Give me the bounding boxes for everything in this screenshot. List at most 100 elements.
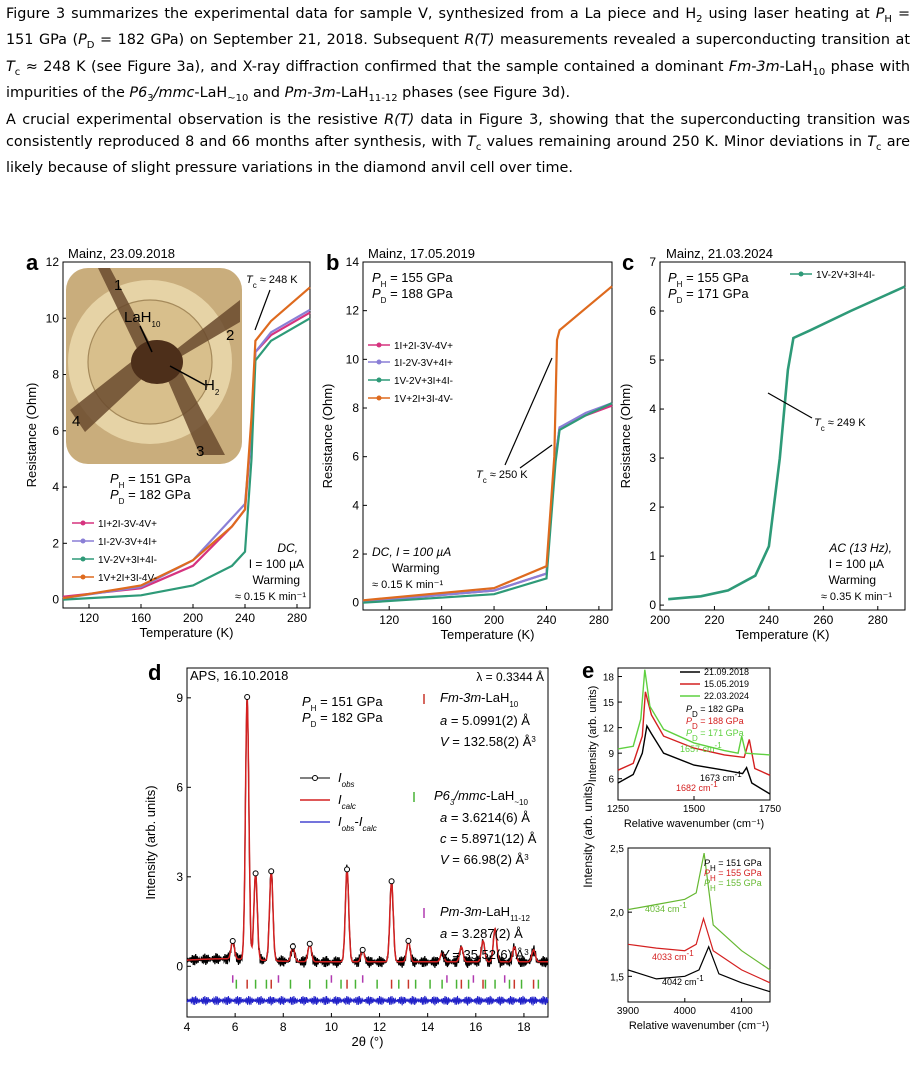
y-tick-label: 3 (649, 451, 656, 465)
obs-marker (252, 870, 259, 877)
arrow-lah10 (139, 325, 153, 353)
y-axis-label: Resistance (Ohm) (320, 384, 335, 489)
legend-label-diff: Iobs-Icalc (338, 814, 377, 833)
y-tick-label: 2 (52, 536, 59, 550)
annotation-e2-peak1: 4034 cm-1 (645, 901, 687, 915)
legend-marker (80, 538, 86, 544)
annotation-warming-b: Warming (392, 561, 440, 575)
x-tick-label: 240 (759, 613, 779, 627)
legend-marker (798, 271, 804, 277)
photo-label-2: 2 (226, 327, 234, 344)
annotation-rate-b: ≈ 0.15 K min⁻¹ (372, 579, 443, 591)
y-tick-label: 0 (176, 959, 183, 973)
y-tick-label: 3 (176, 870, 183, 884)
annotation-ph-e3: PH = 155 GPa (704, 878, 762, 893)
legend-label: 1V+2I+3I-4V- (394, 394, 453, 405)
annotation-current-c: I = 100 µA (829, 557, 884, 571)
annotation-ph-d: PH = 151 GPa (302, 694, 383, 713)
y-tick-label: 6 (352, 450, 359, 464)
photo-label-h2: H2 (204, 377, 220, 397)
photo-label-1: 1 (114, 277, 122, 294)
phase-3-v: V = 35.52(6) Å3 (440, 947, 529, 962)
y-tick-label: 6 (52, 424, 59, 438)
arrow-h2 (169, 365, 206, 386)
y-tick-label: 14 (346, 255, 360, 269)
panel-title-b: Mainz, 17.05.2019 (368, 246, 475, 261)
x-tick-label: 14 (421, 1020, 435, 1034)
panel-title-c: Mainz, 21.03.2024 (666, 246, 773, 261)
plot-frame-e2 (627, 847, 771, 1003)
legend-label-calc: Icalc (338, 792, 356, 811)
annotation-pd-e1: PD = 182 GPa (686, 704, 744, 719)
annotation-ph-a: PH = 151 GPa (110, 471, 191, 490)
annotation-wavelength: λ = 0.3344 Å (476, 669, 544, 684)
plot-frame-a (62, 261, 311, 609)
x-tick-label: 1500 (683, 804, 706, 815)
annotation-tc-b: Tc ≈ 250 K (476, 469, 528, 485)
y-tick-label: 9 (176, 691, 183, 705)
annotation-mode-c: AC (13 Hz), (828, 541, 892, 555)
annotation-ph-e2: PH = 155 GPa (704, 868, 762, 883)
series-21.09.2018 (617, 723, 771, 795)
panel-title-d: APS, 16.10.2018 (190, 668, 288, 683)
phase-1-v: V = 132.58(2) Å3 (440, 734, 536, 749)
legend-label-obs: Iobs (338, 770, 355, 789)
legend-label: 1I-2V-3V+4I+ (98, 537, 157, 548)
legend-label-e: 22.03.2024 (704, 691, 749, 701)
x-tick-label: 240 (235, 611, 255, 625)
y-tick-label: 5 (649, 353, 656, 367)
y-tick-label: 10 (346, 352, 360, 366)
series-15.05.2019 (617, 691, 771, 776)
photo-label-lah10: LaH10 (124, 309, 161, 329)
photo-electrode-2 (160, 300, 240, 455)
arrow-tc-c (767, 392, 813, 419)
series-22.03.2024 (617, 669, 771, 756)
x-axis-label: Relative wavenumber (cm⁻¹) (629, 1020, 769, 1032)
legend-label: 1V-2V+3I+4I- (394, 376, 453, 387)
x-tick-label: 4000 (674, 1006, 697, 1017)
legend-marker (80, 574, 86, 580)
x-tick-label: 280 (287, 611, 307, 625)
x-tick-label: 3900 (617, 1006, 640, 1017)
annotation-current-a: I = 100 µA (249, 557, 304, 571)
legend-label-e: 15.05.2019 (704, 679, 749, 689)
x-tick-label: 4100 (730, 1006, 753, 1017)
series-1V-2V+3I+4I- (668, 285, 906, 601)
annotation-pd-d: PD = 182 GPa (302, 710, 383, 729)
x-tick-label: 280 (868, 613, 888, 627)
x-tick-label: 200 (183, 611, 203, 625)
obs-marker (388, 878, 395, 885)
obs-marker (306, 940, 313, 947)
y-tick-label: 9 (608, 749, 614, 760)
phase-1-a: a = 5.0991(2) Å (440, 713, 530, 728)
annotation-e2-peak2: 4033 cm-1 (652, 949, 694, 963)
series-1V+2I+3I-4V- (362, 285, 613, 602)
obs-marker (359, 946, 366, 953)
y-tick-label: 4 (52, 480, 59, 494)
y-tick-label: 15 (603, 698, 615, 709)
plot-frame-b (362, 261, 613, 611)
y-tick-label: 0 (649, 598, 656, 612)
series-P_H = 155 GPa (627, 916, 771, 984)
y-tick-label: 2,5 (610, 844, 624, 855)
series-difference (186, 995, 549, 1006)
y-tick-label: 4 (649, 402, 656, 416)
obs-marker (229, 938, 236, 945)
annotation-pd-e2: PD = 188 GPa (686, 716, 744, 731)
annotation-e1-peak3: 1673 cm-1 (700, 770, 742, 784)
x-axis-label: Temperature (K) (736, 627, 830, 642)
legend-marker (80, 520, 86, 526)
annotation-tc-a: Tc ≈ 248 K (246, 274, 298, 290)
obs-marker (344, 866, 351, 873)
y-tick-label: 10 (46, 311, 60, 325)
panel-letter-e: e (582, 658, 594, 683)
annotation-ph-b: PH = 155 GPa (372, 270, 453, 289)
x-axis-label: Temperature (K) (441, 627, 535, 642)
panel-letter-c: c (622, 250, 634, 275)
y-tick-label: 12 (603, 724, 615, 735)
legend-label: 1V+2I+3I-4V- (98, 573, 157, 584)
annotation-mode-b: DC, I = 100 µA (372, 545, 451, 559)
photo-label-4: 4 (72, 413, 80, 430)
series-1V+2I+3I-4V- (62, 286, 311, 600)
annotation-warming-c: Warming (828, 573, 876, 587)
